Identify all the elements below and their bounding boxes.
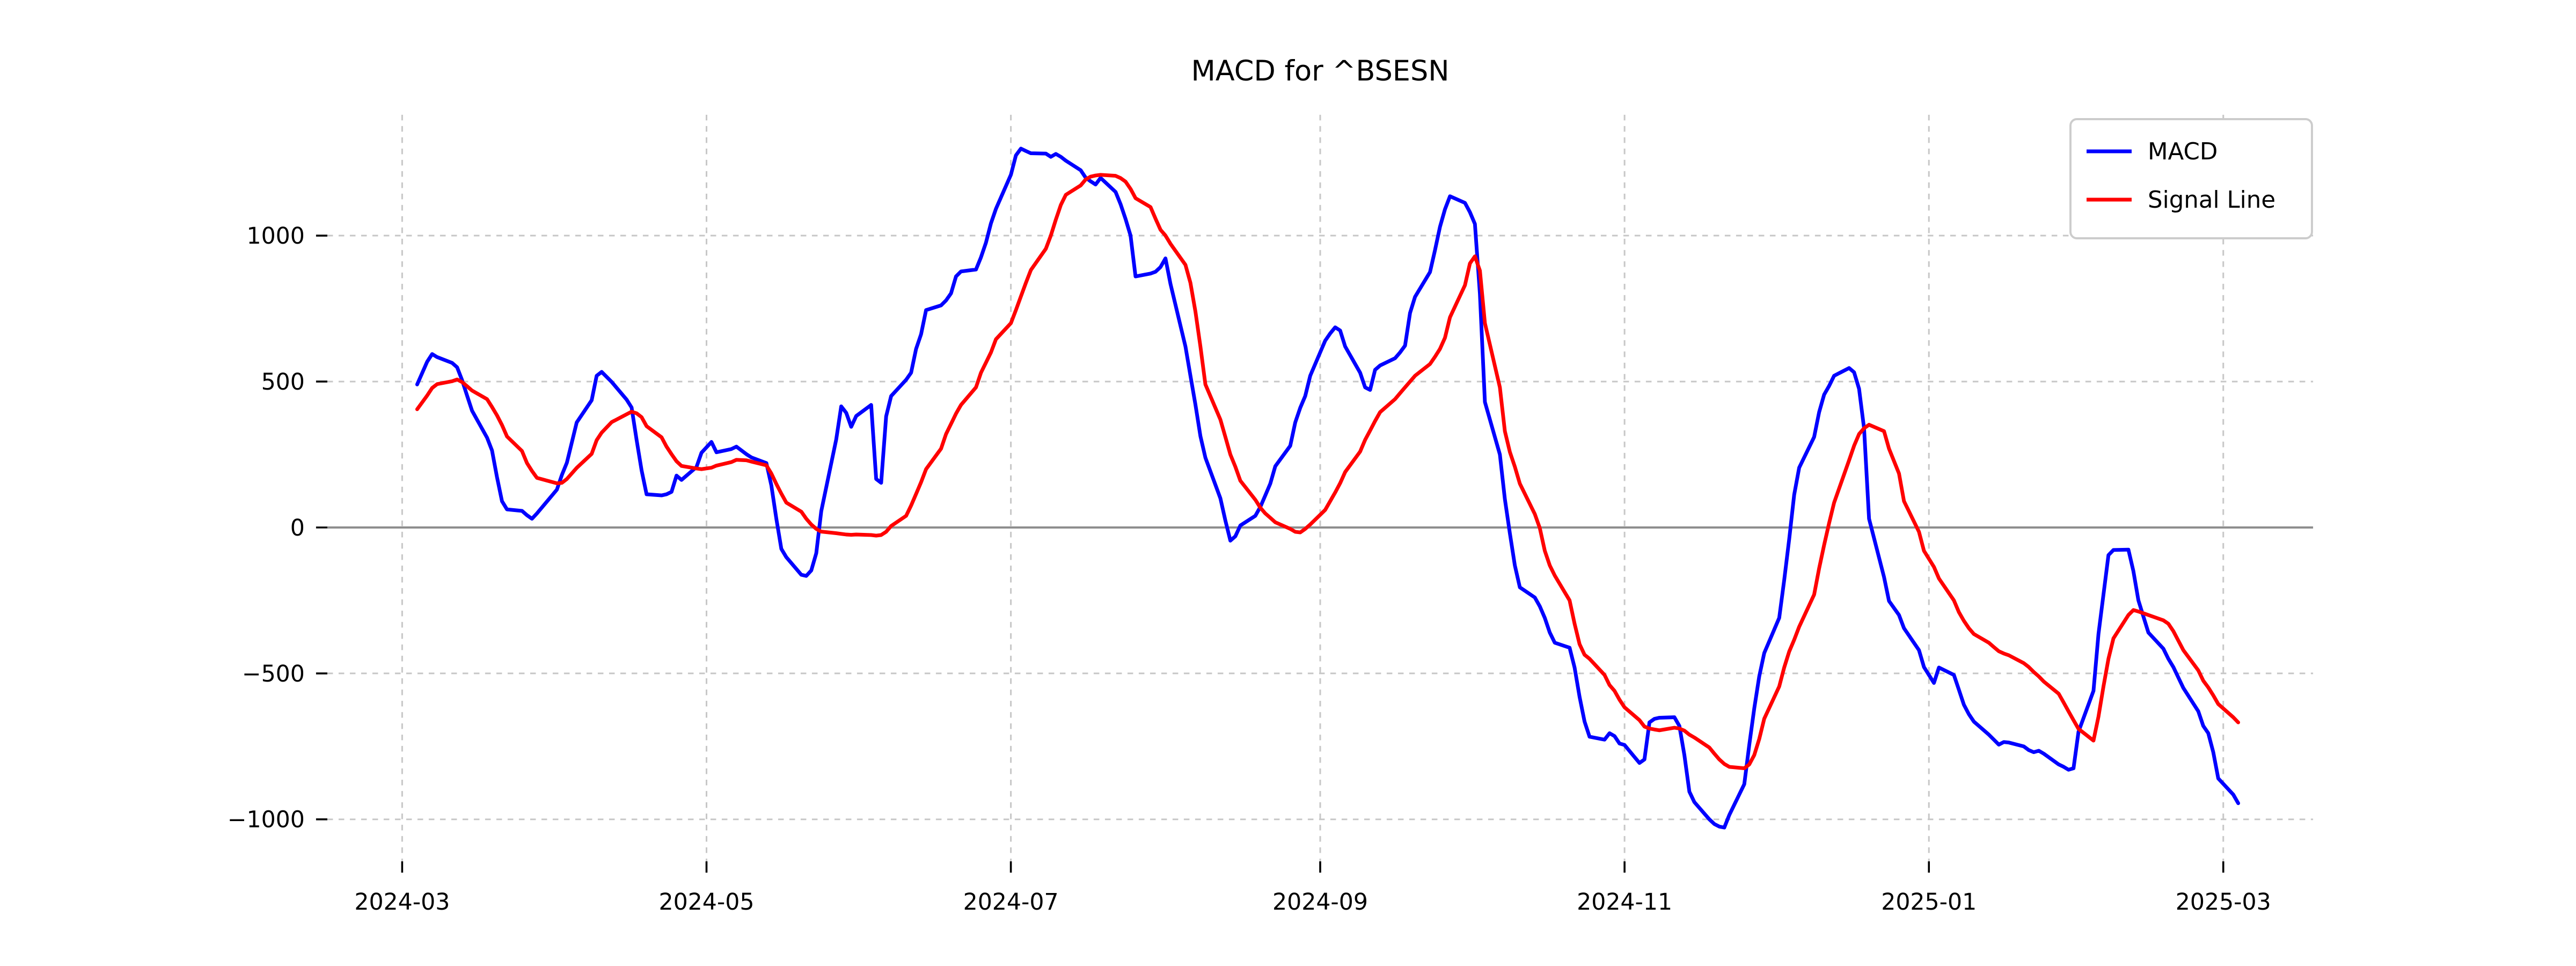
x-tick-label: 2024-11 — [1577, 889, 1672, 916]
legend-label: MACD — [2148, 138, 2218, 165]
x-tick-label: 2024-09 — [1272, 889, 1368, 916]
y-tick-label: 500 — [261, 369, 305, 396]
x-tick-label: 2024-05 — [658, 889, 754, 916]
macd-line — [415, 147, 2241, 830]
chart-title: MACD for ^BSESN — [1191, 55, 1449, 87]
x-tick-label: 2025-01 — [1881, 889, 1977, 916]
y-tick-label: −500 — [242, 661, 305, 687]
x-tick-label: 2024-03 — [354, 889, 450, 916]
y-tick-label: 1000 — [246, 223, 304, 250]
y-tick-label: 0 — [290, 515, 305, 541]
legend-label: Signal Line — [2148, 187, 2275, 214]
x-tick-label: 2024-07 — [963, 889, 1059, 916]
signal-line — [415, 173, 2241, 771]
y-tick-label: −1000 — [228, 807, 305, 833]
legend-box — [2069, 118, 2313, 239]
x-tick-label: 2025-03 — [2176, 889, 2271, 916]
